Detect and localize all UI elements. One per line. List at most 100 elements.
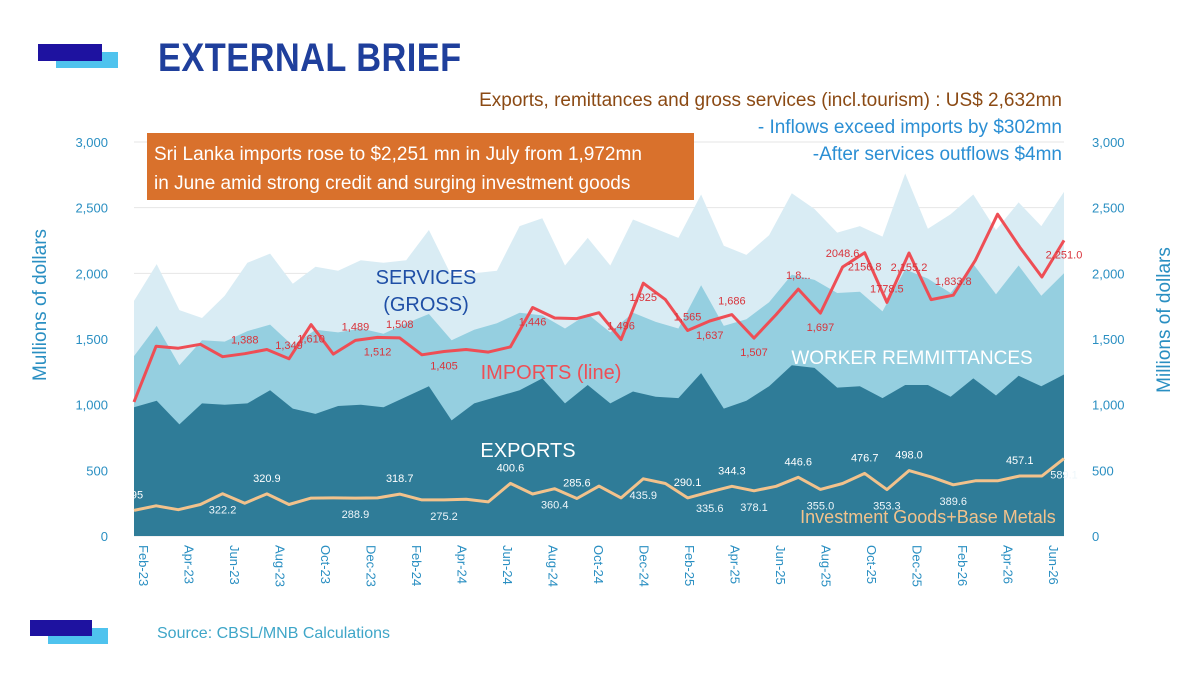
x-tick-label: Apr-26 (1001, 545, 1016, 584)
imports-data-label: 1,489 (342, 321, 370, 333)
x-tick-label: Aug-25 (819, 545, 834, 587)
investment-data-label: 288.9 (342, 509, 370, 521)
investment-data-label: 378.1 (740, 502, 768, 514)
imports-label: IMPORTS (line) (481, 362, 622, 384)
y-tick-label-left: 500 (86, 463, 108, 478)
investment-data-label: 195 (125, 489, 143, 501)
investment-data-label: 355.0 (807, 500, 835, 512)
investment-data-label: 360.4 (541, 500, 569, 512)
imports-data-label: 1,349 (275, 340, 303, 352)
imports-data-label: 2156.8 (848, 262, 882, 274)
y-tick-label-right: 2,000 (1092, 266, 1125, 281)
imports-data-label: 2,251.0 (1046, 249, 1083, 261)
y-tick-label-right: 1,500 (1092, 332, 1125, 347)
imports-data-label: 1,446 (519, 316, 547, 328)
investment-data-label: 275.2 (430, 511, 458, 523)
y-tick-label-left: 2,500 (75, 201, 108, 216)
investment-data-label: 335.6 (696, 503, 724, 515)
y-tick-label-right: 2,500 (1092, 201, 1125, 216)
y-tick-label-right: 3,000 (1092, 135, 1125, 150)
y-tick-label-left: 2,000 (75, 266, 108, 281)
imports-data-label: 2,155.2 (891, 262, 928, 274)
imports-line (132, 212, 1066, 403)
x-tick-label: Aug-23 (273, 545, 288, 587)
services-label-2: (GROSS) (383, 294, 469, 316)
investment-data-label: 476.7 (851, 452, 879, 464)
investment-data-label: 435.9 (630, 490, 658, 502)
investment-data-label: 285.6 (563, 477, 591, 489)
investment-data-label: 318.7 (386, 473, 414, 485)
callout-line-1: Sri Lanka imports rose to $2,251 mn in J… (154, 144, 642, 165)
investment-label: Investment Goods+Base Metals (800, 507, 1056, 527)
x-tick-label: Apr-23 (182, 545, 197, 584)
imports-data-label: 1,610 (297, 334, 325, 346)
imports-data-label: 1,508 (386, 319, 414, 331)
x-tick-label: Oct-24 (591, 545, 606, 584)
exports-area (134, 365, 1064, 536)
x-tick-label: Feb-23 (136, 545, 151, 586)
x-tick-label: Jun-24 (500, 545, 515, 585)
x-tick-label: Oct-25 (864, 545, 879, 584)
x-tick-label: Dec-23 (364, 545, 379, 587)
imports-data-label: 1,565 (674, 311, 702, 323)
y-tick-label-right: 500 (1092, 463, 1114, 478)
y-tick-label-left: 1,000 (75, 398, 108, 413)
imports-data-label: 1,405 (430, 360, 458, 372)
headline-line-2: - Inflows exceed imports by $302mn (758, 117, 1062, 138)
imports-data-label: 1,388 (231, 335, 259, 347)
y-tick-label-left: 3,000 (75, 135, 108, 150)
imports-data-label: 2048.6 (826, 248, 860, 260)
page-title: EXTERNAL BRIEF (158, 36, 462, 80)
imports-data-label: 1,512 (364, 346, 392, 358)
imports-data-label: 1,925 (630, 292, 658, 304)
y-tick-label-left: 1,500 (75, 332, 108, 347)
callout-line-2: in June amid strong credit and surging i… (154, 173, 630, 194)
investment-data-label: 589.1 (1050, 470, 1078, 482)
x-tick-label: Feb-24 (409, 545, 424, 586)
investment-data-label: 320.9 (253, 473, 281, 485)
services-label: SERVICES (376, 267, 477, 289)
series-lines (132, 212, 1066, 512)
investment-data-label: 290.1 (674, 477, 702, 489)
investment-data-label: 457.1 (1006, 455, 1034, 467)
decor-bar-dark-top (38, 44, 102, 61)
investment-line (133, 457, 1065, 512)
source-note: Source: CBSL/MNB Calculations (157, 625, 390, 642)
imports-data-label: 1,507 (740, 347, 768, 359)
x-tick-label: Feb-26 (955, 545, 970, 586)
decor-bar-dark-bottom (30, 620, 92, 636)
investment-data-label: 353.3 (873, 501, 901, 513)
y-tick-label-right: 1,000 (1092, 398, 1125, 413)
imports-data-label: 1,833.8 (935, 276, 972, 288)
callout-box (147, 133, 694, 200)
x-tick-label: Aug-24 (546, 545, 561, 587)
x-tick-label: Oct-23 (318, 545, 333, 584)
x-tick-label: Dec-24 (637, 545, 652, 587)
investment-data-label: 400.6 (497, 462, 525, 474)
headline-line-3: -After services outflows $4mn (813, 144, 1062, 165)
imports-data-label: 1,8... (786, 270, 810, 282)
x-tick-label: Dec-25 (910, 545, 925, 587)
headline-line-1: Exports, remittances and gross services … (479, 90, 1062, 111)
imports-data-label: 1778.5 (870, 283, 904, 295)
x-tick-label: Jun-26 (1046, 545, 1061, 585)
investment-data-label: 446.6 (785, 456, 813, 468)
imports-data-label: 1,496 (607, 321, 635, 333)
investment-data-label: 498.0 (895, 450, 923, 462)
investment-data-label: 389.6 (940, 496, 968, 508)
imports-data-label: 1,697 (807, 322, 835, 334)
x-tick-label: Jun-25 (773, 545, 788, 585)
stacked-areas (134, 173, 1064, 536)
y-axis-title-left: Mullions of dollars (30, 229, 51, 381)
investment-data-label: 322.2 (209, 505, 237, 517)
y-tick-label-right: 0 (1092, 529, 1099, 544)
axis-ticks: 0 0 500 500 1,000 1,000 1,500 1,500 2,000 2,000 2,… (75, 135, 1124, 587)
investment-data-label: 344.3 (718, 465, 746, 477)
y-tick-label-left: 0 (101, 529, 108, 544)
y-axis-title-right: Millions of dollars (1154, 247, 1175, 393)
x-tick-label: Apr-24 (455, 545, 470, 584)
imports-data-label: 1,686 (718, 296, 746, 308)
x-tick-label: Apr-25 (728, 545, 743, 584)
